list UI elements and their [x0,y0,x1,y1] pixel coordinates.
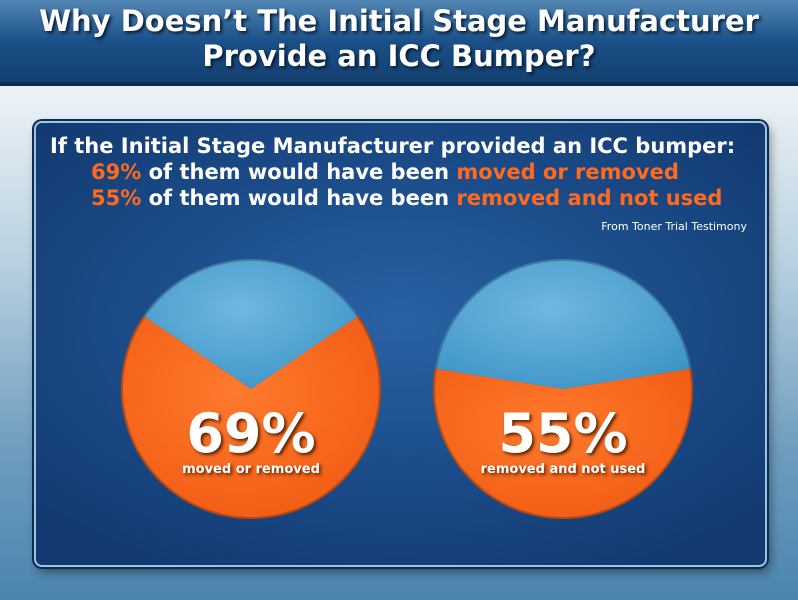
stat-value-removed: 55% [91,186,142,210]
page-title-line-1: Why Doesn’t The Initial Stage Manufactur… [39,4,759,38]
stat-text-moved: of them would have been [141,160,457,184]
title-sheen [0,0,798,40]
stat-highlight-removed: removed and not used [456,186,723,210]
pie-center-label-moved: 69% moved or removed [121,406,381,478]
panel-headline: If the Initial Stage Manufacturer provid… [50,134,736,158]
stat-highlight-moved: moved or removed [456,160,679,184]
pie-chart-removed [432,258,693,519]
pie-percent-moved: 69% [186,402,316,465]
pie-caption-moved: moved or removed [182,462,320,477]
stat-line-removed: 55% of them would have been removed and … [91,185,722,211]
pie-rim [433,259,693,519]
pie-slice-remainder [143,259,359,389]
pie-rim [121,259,381,519]
pie-percent-removed: 55% [498,402,628,465]
pie-center-label-removed: 55% removed and not used [433,406,693,478]
page-title-line-2: Provide an ICC Bumper? [202,39,596,73]
page-title: Why Doesn’t The Initial Stage Manufactur… [0,4,798,74]
title-band: Why Doesn’t The Initial Stage Manufactur… [0,0,798,86]
pie-slice-primary [121,315,382,520]
chart-panel: If the Initial Stage Manufacturer provid… [34,121,767,567]
pie-slice-remainder [434,258,692,389]
stat-value-moved: 69% [91,160,142,184]
pie-caption-removed: removed and not used [480,462,646,477]
pie-chart-moved [121,259,382,520]
stat-line-moved: 69% of them would have been moved or rem… [91,159,679,185]
stat-text-removed: of them would have been [141,186,457,210]
source-note: From Toner Trial Testimony [601,220,747,233]
pie-slice-primary [432,368,693,519]
